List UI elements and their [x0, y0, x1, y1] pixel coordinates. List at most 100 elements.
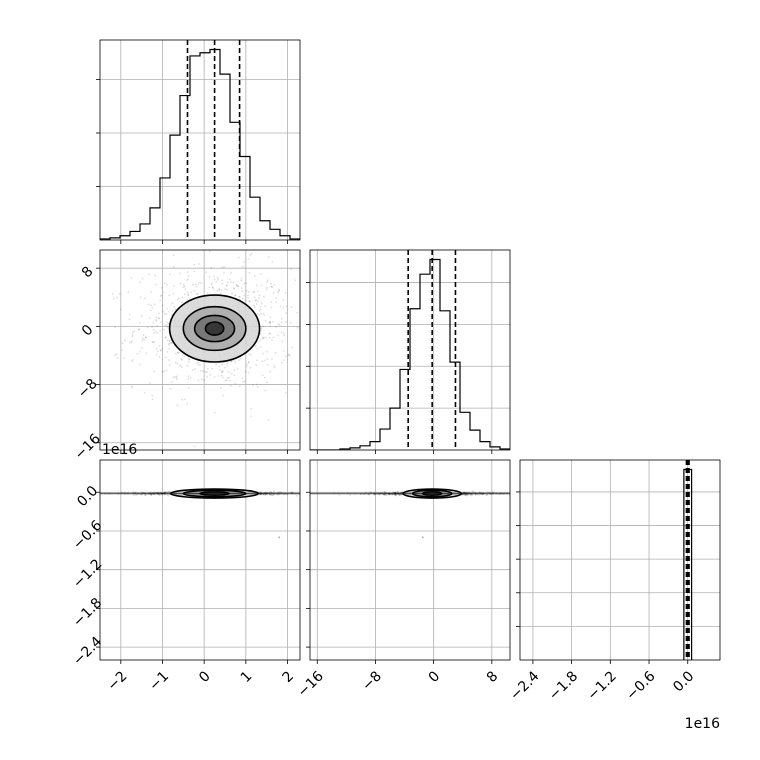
scatter-point — [195, 293, 198, 295]
scatter-point — [301, 344, 303, 346]
scatter-point — [143, 297, 146, 300]
scatter-point — [221, 266, 224, 269]
scatter-point — [274, 351, 277, 354]
scatter-point — [227, 376, 230, 379]
scatter-point — [383, 490, 386, 493]
scatter-point — [187, 294, 190, 297]
contour-1-0-3 — [168, 294, 261, 363]
scatter-point — [130, 341, 133, 344]
scatter-point — [268, 332, 271, 335]
scatter-point — [253, 290, 255, 293]
scatter-point — [247, 258, 250, 261]
scatter-point — [203, 379, 205, 381]
scatter-point — [197, 363, 200, 366]
scatter-point — [247, 296, 249, 299]
scatter-point — [470, 494, 473, 497]
scatter-point — [247, 294, 250, 297]
scatter-point — [213, 275, 215, 278]
scatter-point — [282, 332, 285, 335]
scatter-point — [238, 359, 241, 362]
scatter-point — [166, 491, 169, 493]
scatter-point — [261, 360, 264, 363]
scatter-point — [165, 324, 168, 326]
frame-1-0 — [99, 249, 301, 451]
scatter-point — [524, 493, 526, 495]
scatter-point — [281, 361, 283, 364]
x-tick-label-0-2: 0 — [196, 668, 214, 686]
scatter-point — [181, 398, 183, 401]
scatter-point — [277, 291, 279, 294]
scatter-point — [209, 373, 212, 376]
scatter-point — [267, 256, 270, 259]
x-tick-label-2-3: −0.6 — [623, 668, 658, 703]
scatter-point — [177, 297, 180, 299]
scatter-point — [121, 349, 123, 352]
scatter-point — [196, 362, 198, 365]
content-0-0 — [100, 40, 300, 240]
scatter-point — [256, 359, 258, 362]
scatter-point — [256, 386, 259, 389]
scatter-point — [128, 318, 131, 321]
scatter-point — [395, 494, 397, 497]
scatter-point — [152, 332, 155, 335]
scatter-point — [176, 298, 179, 301]
scatter-point — [143, 338, 146, 341]
scatter-point — [220, 289, 223, 291]
scatter-point — [464, 494, 467, 496]
scatter-point — [152, 329, 155, 331]
scatter-point — [179, 364, 181, 367]
scatter-point — [259, 339, 262, 342]
scatter-point — [131, 386, 133, 389]
scatter-point — [154, 283, 157, 286]
scatter-point — [144, 493, 147, 496]
scatter-point — [365, 491, 367, 494]
scatter-point — [516, 492, 518, 494]
scatter-point — [150, 304, 153, 307]
panel-1-1 — [306, 249, 511, 454]
scatter-point — [208, 286, 211, 289]
scatter-point — [250, 252, 253, 255]
scatter-point — [255, 303, 258, 305]
scatter-point — [311, 325, 313, 327]
scatter-point — [139, 363, 142, 366]
scatter-point — [211, 287, 214, 289]
scatter-point — [151, 341, 154, 344]
scatter-point — [168, 340, 171, 342]
scatter-point — [163, 291, 165, 294]
scatter-point — [217, 278, 220, 281]
scatter-point — [138, 322, 141, 324]
scatter-point — [168, 343, 171, 346]
scatter-point — [511, 492, 513, 494]
scatter-point — [181, 301, 183, 304]
scatter-point — [168, 310, 170, 313]
scatter-point — [166, 321, 169, 324]
scatter-point — [247, 290, 250, 293]
scatter-point — [271, 320, 274, 323]
scatter-point — [149, 382, 152, 385]
scatter-point — [272, 365, 275, 367]
scatter-point — [236, 367, 239, 370]
panel-1-0 — [96, 249, 326, 454]
scatter-point — [187, 386, 190, 389]
scatter-point — [324, 362, 326, 364]
scatter-point — [213, 278, 216, 281]
scatter-point — [229, 360, 232, 363]
scatter-point — [262, 336, 265, 339]
scatter-point — [282, 306, 285, 309]
scatter-point — [212, 288, 215, 291]
y-tick-label-1-3: 8 — [79, 264, 97, 282]
outlier-point — [278, 536, 281, 539]
scatter-point — [240, 279, 243, 282]
scatter-point — [233, 369, 236, 372]
scatter-point — [160, 286, 163, 289]
scatter-point — [263, 314, 266, 317]
scatter-point — [166, 325, 169, 328]
scatter-point — [226, 281, 229, 284]
scatter-point — [385, 494, 388, 497]
scatter-point — [171, 302, 174, 305]
scatter-point — [191, 369, 194, 371]
scatter-point — [240, 277, 243, 280]
scatter-point — [183, 398, 186, 401]
scatter-point — [277, 334, 280, 337]
scatter-point — [144, 336, 147, 339]
